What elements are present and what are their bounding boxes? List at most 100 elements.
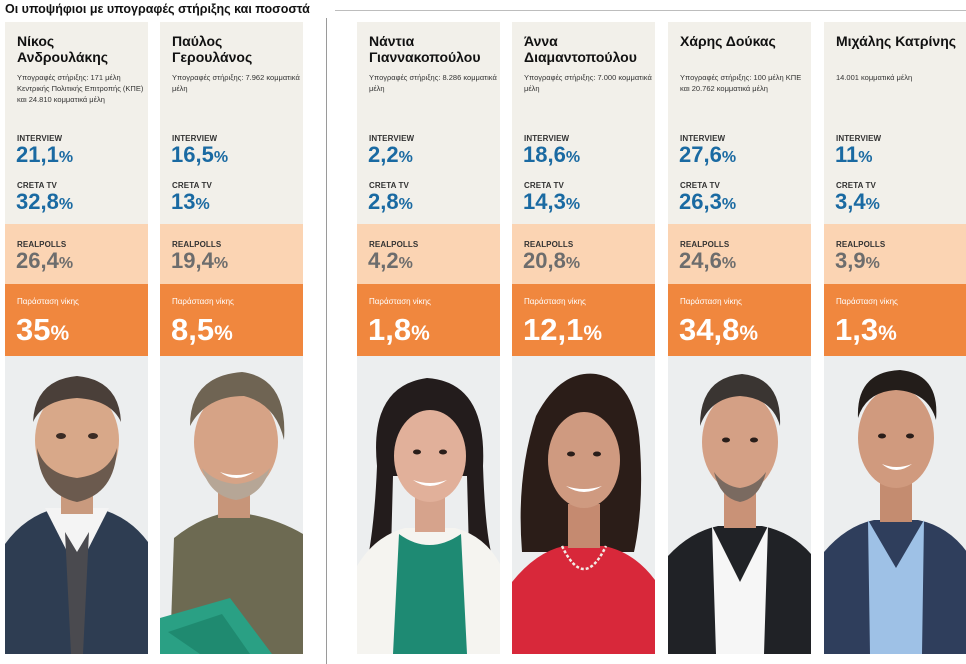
poll-label-interview: INTERVIEW bbox=[17, 134, 63, 143]
poll-label-creta-tv: CRETA TV bbox=[836, 181, 876, 190]
realpolls-band: REALPOLLS 26,4% bbox=[5, 224, 148, 284]
poll-label-interview: INTERVIEW bbox=[680, 134, 726, 143]
candidate-photo bbox=[824, 356, 966, 654]
portrait-katrinis-icon bbox=[824, 356, 966, 654]
poll-value-interview: 2,2% bbox=[368, 142, 413, 167]
poll-value-realpolls: 3,9% bbox=[835, 248, 880, 273]
candidate-name: Άννα Διαμαντοπούλου bbox=[524, 33, 637, 65]
poll-value-realpolls: 4,2% bbox=[368, 248, 413, 273]
column-divider bbox=[326, 18, 327, 664]
poll-label-creta-tv: CRETA TV bbox=[680, 181, 720, 190]
poll-label-realpolls: REALPOLLS bbox=[524, 240, 574, 249]
poll-value-realpolls: 26,4% bbox=[16, 248, 74, 273]
candidate-info-panel: Νάντια Γιαννακοπούλου Υπογραφές στήριξης… bbox=[357, 22, 500, 224]
win-expectation-value: 1,8% bbox=[368, 312, 430, 347]
poll-value-interview: 16,5% bbox=[171, 142, 229, 167]
win-expectation-band: Παράσταση νίκης 12,1% bbox=[512, 284, 655, 356]
candidate-photo bbox=[668, 356, 811, 654]
realpolls-band: REALPOLLS 20,8% bbox=[512, 224, 655, 284]
realpolls-band: REALPOLLS 4,2% bbox=[357, 224, 500, 284]
support-signatures: Υπογραφές στήριξης: 7.000 κομματικά μέλη bbox=[524, 73, 652, 93]
win-expectation-label: Παράσταση νίκης bbox=[172, 297, 234, 306]
poll-value-creta-tv: 3,4% bbox=[835, 189, 880, 214]
poll-label-creta-tv: CRETA TV bbox=[524, 181, 564, 190]
poll-value-creta-tv: 14,3% bbox=[523, 189, 581, 214]
poll-value-creta-tv: 32,8% bbox=[16, 189, 74, 214]
portrait-androulakis-icon bbox=[5, 356, 148, 654]
support-signatures: Υπογραφές στήριξης: 8.286 κομματικά μέλη bbox=[369, 73, 497, 93]
poll-label-interview: INTERVIEW bbox=[172, 134, 218, 143]
portrait-diamantopoulou-icon bbox=[512, 356, 655, 654]
candidate-info-panel: Νίκος Ανδρουλάκης Υπογραφές στήριξης: 17… bbox=[5, 22, 148, 224]
win-expectation-band: Παράσταση νίκης 1,8% bbox=[357, 284, 500, 356]
win-expectation-label: Παράσταση νίκης bbox=[836, 297, 898, 306]
poll-label-realpolls: REALPOLLS bbox=[680, 240, 730, 249]
poll-label-creta-tv: CRETA TV bbox=[17, 181, 57, 190]
poll-label-creta-tv: CRETA TV bbox=[369, 181, 409, 190]
poll-label-realpolls: REALPOLLS bbox=[17, 240, 67, 249]
realpolls-band: REALPOLLS 19,4% bbox=[160, 224, 303, 284]
poll-label-realpolls: REALPOLLS bbox=[172, 240, 222, 249]
realpolls-band: REALPOLLS 24,6% bbox=[668, 224, 811, 284]
portrait-doukas-icon bbox=[668, 356, 811, 654]
poll-value-realpolls: 24,6% bbox=[679, 248, 737, 273]
infographic-header: Οι υποψήφιοι με υπογραφές στήριξης και π… bbox=[0, 0, 966, 22]
infographic-title: Οι υποψήφιοι με υπογραφές στήριξης και π… bbox=[5, 2, 310, 16]
win-expectation-band: Παράσταση νίκης 35% bbox=[5, 284, 148, 356]
poll-label-realpolls: REALPOLLS bbox=[836, 240, 886, 249]
candidate-info-panel: Μιχάλης Κατρίνης 14.001 κομματικά μέλη I… bbox=[824, 22, 966, 224]
win-expectation-label: Παράσταση νίκης bbox=[17, 297, 79, 306]
portrait-giannakopoulou-icon bbox=[357, 356, 500, 654]
poll-label-realpolls: REALPOLLS bbox=[369, 240, 419, 249]
candidate-column-geroulanos: Παύλος Γερουλάνος Υπογραφές στήριξης: 7.… bbox=[160, 22, 303, 664]
support-signatures: Υπογραφές στήριξης: 171 μέλη Κεντρικής Π… bbox=[17, 73, 144, 104]
candidate-name: Παύλος Γερουλάνος bbox=[172, 33, 253, 65]
win-expectation-band: Παράσταση νίκης 1,3% bbox=[824, 284, 966, 356]
candidate-photo bbox=[160, 356, 303, 654]
win-expectation-band: Παράσταση νίκης 34,8% bbox=[668, 284, 811, 356]
header-rule bbox=[335, 10, 966, 11]
candidate-info-panel: Παύλος Γερουλάνος Υπογραφές στήριξης: 7.… bbox=[160, 22, 303, 224]
candidate-name: Νάντια Γιαννακοπούλου bbox=[369, 33, 481, 65]
candidate-column-katrinis: Μιχάλης Κατρίνης 14.001 κομματικά μέλη I… bbox=[824, 22, 966, 664]
support-signatures: Υπογραφές στήριξης: 7.962 κομματικά μέλη bbox=[172, 73, 300, 93]
poll-label-creta-tv: CRETA TV bbox=[172, 181, 212, 190]
win-expectation-value: 1,3% bbox=[835, 312, 897, 347]
win-expectation-value: 8,5% bbox=[171, 312, 233, 347]
candidate-name: Μιχάλης Κατρίνης bbox=[836, 33, 957, 49]
poll-value-interview: 18,6% bbox=[523, 142, 581, 167]
support-signatures: Υπογραφές στήριξης: 100 μέλη ΚΠΕ και 20.… bbox=[680, 73, 802, 93]
poll-label-interview: INTERVIEW bbox=[369, 134, 415, 143]
win-expectation-value: 35% bbox=[16, 312, 70, 347]
candidate-column-diamantopoulou: Άννα Διαμαντοπούλου Υπογραφές στήριξης: … bbox=[512, 22, 655, 664]
candidate-info-panel: Άννα Διαμαντοπούλου Υπογραφές στήριξης: … bbox=[512, 22, 655, 224]
poll-value-creta-tv: 2,8% bbox=[368, 189, 413, 214]
poll-value-interview: 27,6% bbox=[679, 142, 737, 167]
candidate-info-panel: Χάρης Δούκας Υπογραφές στήριξης: 100 μέλ… bbox=[668, 22, 811, 224]
realpolls-band: REALPOLLS 3,9% bbox=[824, 224, 966, 284]
candidate-photo bbox=[357, 356, 500, 654]
candidate-photo bbox=[512, 356, 655, 654]
support-signatures: 14.001 κομματικά μέλη bbox=[836, 73, 913, 82]
poll-value-realpolls: 19,4% bbox=[171, 248, 229, 273]
candidate-photo bbox=[5, 356, 148, 654]
win-expectation-label: Παράσταση νίκης bbox=[680, 297, 742, 306]
candidate-name: Χάρης Δούκας bbox=[680, 33, 776, 49]
win-expectation-value: 12,1% bbox=[523, 312, 603, 347]
win-expectation-label: Παράσταση νίκης bbox=[369, 297, 431, 306]
poll-label-interview: INTERVIEW bbox=[836, 134, 882, 143]
candidate-column-doukas: Χάρης Δούκας Υπογραφές στήριξης: 100 μέλ… bbox=[668, 22, 811, 664]
poll-value-realpolls: 20,8% bbox=[523, 248, 581, 273]
poll-value-interview: 11% bbox=[835, 142, 873, 167]
candidate-column-androulakis: Νίκος Ανδρουλάκης Υπογραφές στήριξης: 17… bbox=[5, 22, 148, 664]
win-expectation-value: 34,8% bbox=[679, 312, 759, 347]
poll-value-interview: 21,1% bbox=[16, 142, 74, 167]
poll-label-interview: INTERVIEW bbox=[524, 134, 570, 143]
candidate-column-giannakopoulou: Νάντια Γιαννακοπούλου Υπογραφές στήριξης… bbox=[357, 22, 500, 664]
poll-value-creta-tv: 13% bbox=[171, 189, 210, 214]
candidate-name: Νίκος Ανδρουλάκης bbox=[17, 33, 109, 65]
win-expectation-label: Παράσταση νίκης bbox=[524, 297, 586, 306]
portrait-geroulanos-icon bbox=[160, 356, 303, 654]
win-expectation-band: Παράσταση νίκης 8,5% bbox=[160, 284, 303, 356]
poll-value-creta-tv: 26,3% bbox=[679, 189, 737, 214]
